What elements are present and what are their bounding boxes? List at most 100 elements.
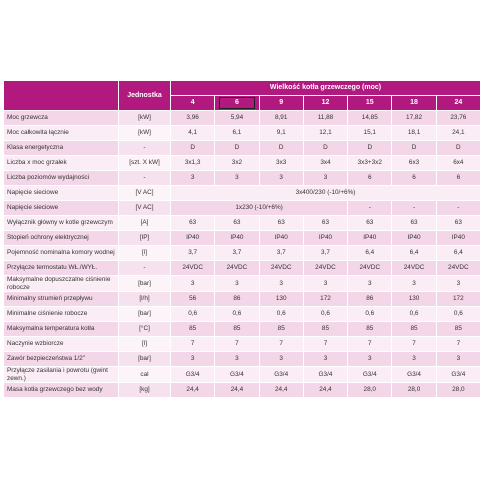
value-cell: 7 (258, 336, 304, 352)
row-unit: [l/h] (118, 291, 171, 307)
value-cell: 56 (169, 291, 216, 307)
group-header: Wielkość kotła grzewczego (moc) (170, 80, 481, 96)
value-cell: 85 (214, 321, 260, 337)
column-label: 9 (279, 99, 284, 107)
row-unit: [V AC] (118, 185, 171, 201)
column-header: 6 (214, 95, 260, 111)
value-cell: 85 (435, 321, 482, 337)
row-label: Moc grzewcza (3, 110, 119, 126)
value-cell: 6 (347, 170, 393, 186)
column-header: 18 (391, 95, 437, 111)
value-cell: D (391, 140, 437, 156)
row-label: Wyłącznik główny w kotle grzewczym (3, 215, 119, 231)
value-cell: IP40 (169, 230, 216, 246)
spec-table: Jednostka Wielkość kotła grzewczego (moc)… (3, 80, 482, 398)
value-cell: 7 (214, 336, 260, 352)
row-label: Pojemność nominalna komory wodnej (3, 245, 119, 261)
value-cell: 24,4 (258, 382, 304, 398)
table-row: Przyłącze zasilania i powrotu (gwint zew… (3, 366, 482, 383)
unit-header: Jednostka (118, 80, 171, 111)
value-cell: 14,85 (347, 110, 393, 126)
column-label: 4 (190, 99, 195, 107)
value-cell: 3 (347, 275, 393, 292)
value-cell: 63 (258, 215, 304, 231)
value-cell: 18,1 (391, 125, 437, 141)
value-cell: 172 (435, 291, 482, 307)
row-unit: [IP] (118, 230, 171, 246)
row-unit: [°C] (118, 321, 171, 337)
row-unit: [szt. X kW] (118, 155, 171, 171)
value-cell: G3/4 (347, 366, 393, 383)
row-label: Napięcie sieciowe (3, 185, 119, 201)
value-cell: 7 (435, 336, 482, 352)
value-cell: 85 (258, 321, 304, 337)
row-unit: [kW] (118, 110, 171, 126)
value-cell: 0,6 (258, 306, 304, 322)
value-cell: IP40 (435, 230, 482, 246)
row-label: Zawór bezpieczeństwa 1/2" (3, 351, 119, 367)
value-cell: IP40 (302, 230, 349, 246)
corner-cell (3, 80, 119, 111)
value-cell: G3/4 (391, 366, 437, 383)
value-cell: 63 (302, 215, 349, 231)
table-row: Pojemność nominalna komory wodnej [l] 3,7 3… (3, 245, 482, 261)
value-cell: 5,94 (214, 110, 260, 126)
table-row: Wyłącznik główny w kotle grzewczym [A] 63 6… (3, 215, 482, 231)
row-unit: [kW] (118, 125, 171, 141)
value-cell: 0,6 (347, 306, 393, 322)
row-label: Maksymalne dopuszczalne ciśnienie robocz… (3, 275, 119, 292)
value-cell: 6,1 (214, 125, 260, 141)
value-cell: 3 (302, 275, 349, 292)
table-row: Minimalny strumień przepływu [l/h] 56 86 130… (3, 291, 482, 307)
value-cell: 12,1 (302, 125, 349, 141)
value-cell: 7 (169, 336, 216, 352)
value-cell: 0,6 (302, 306, 349, 322)
column-header: 4 (169, 95, 216, 111)
value-cell: 24VDC (435, 260, 482, 276)
value-cell: 3,7 (169, 245, 216, 261)
row-unit: [V AC] (118, 200, 171, 216)
table-row: Przyłącze termostatu WŁ./WYŁ. -24VDC 24VDC… (3, 260, 482, 276)
value-cell: 6,4 (435, 245, 482, 261)
value-cell: 3 (391, 351, 437, 367)
value-cell: 24VDC (169, 260, 216, 276)
table-row: Minimalne ciśnienie robocze [bar] 0,6 0,6 0,… (3, 306, 482, 322)
value-cell: 24VDC (214, 260, 260, 276)
value-cell: 28,0 (435, 382, 482, 398)
row-label: Stopień ochrony elektrycznej (3, 230, 119, 246)
value-cell: 3x4 (302, 155, 349, 171)
table-row: Klasa energetyczna - D D D D D D D (3, 140, 482, 156)
value-cell: 6,4 (391, 245, 437, 261)
value-cell: G3/4 (214, 366, 260, 383)
value-cell: 6x3 (391, 155, 437, 171)
table-wrap: Jednostka Wielkość kotła grzewczego (moc)… (3, 80, 482, 398)
value-cell: D (169, 140, 216, 156)
value-cell: 63 (435, 215, 482, 231)
value-cell: - (435, 200, 482, 216)
row-label: Liczba poziomów wydajności (3, 170, 119, 186)
row-unit: cal (118, 366, 171, 383)
row-label: Liczba x moc grzałek (3, 155, 119, 171)
value-cell: 3x2 (214, 155, 260, 171)
table-row: Moc całkowita łącznie [kW] 4,1 6,1 9,1 12,1 15… (3, 125, 482, 141)
value-cell: IP40 (391, 230, 437, 246)
value-cell: 85 (347, 321, 393, 337)
value-cell: 3x1,3 (169, 155, 216, 171)
row-label: Naczynie wzbiorcze (3, 336, 119, 352)
value-cell: 7 (347, 336, 393, 352)
value-cell: 3 (214, 170, 260, 186)
value-cell: 6,4 (347, 245, 393, 261)
value-cell: 24VDC (347, 260, 393, 276)
value-cell: 6 (435, 170, 482, 186)
value-cell: 63 (347, 215, 393, 231)
value-cell: 3x3 (258, 155, 304, 171)
value-cell: 0,6 (435, 306, 482, 322)
row-label: Minimalne ciśnienie robocze (3, 306, 119, 322)
row-unit: [kg] (118, 382, 171, 398)
value-cell: 23,76 (435, 110, 482, 126)
column-header: 9 (258, 95, 304, 111)
value-cell: 6x4 (435, 155, 482, 171)
table-row: Liczba x moc grzałek [szt. X kW] 3x1,3 3x2 3… (3, 155, 482, 171)
value-cell: G3/4 (258, 366, 304, 383)
value-cell: 7 (391, 336, 437, 352)
